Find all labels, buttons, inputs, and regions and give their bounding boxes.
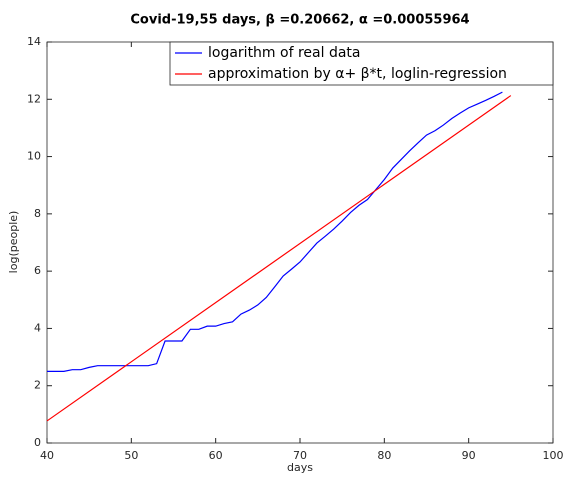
x-tick-label: 70	[293, 449, 307, 462]
x-axis-label: days	[287, 461, 313, 474]
y-tick-label: 12	[27, 92, 41, 105]
chart-title: Covid-19,55 days, β =0.20662, α =0.00055…	[130, 13, 469, 28]
x-tick-label: 80	[377, 449, 391, 462]
x-tick-label: 90	[462, 449, 476, 462]
data-line	[47, 91, 503, 372]
y-tick-label: 4	[34, 321, 41, 334]
x-tick-label: 100	[543, 449, 564, 462]
y-tick-label: 6	[34, 264, 41, 277]
plot-area	[46, 41, 554, 444]
x-tick-label: 40	[40, 449, 54, 462]
data-line	[46, 95, 512, 422]
x-tick-label: 60	[209, 449, 223, 462]
y-tick-label: 10	[27, 150, 41, 163]
y-tick-label: 0	[34, 436, 41, 449]
legend-box	[169, 41, 554, 86]
legend-label: approximation by α+ β*t, loglin-regressi…	[208, 66, 507, 82]
y-axis-label: log(people)	[7, 211, 20, 274]
y-tick-label: 2	[34, 379, 41, 392]
x-tick-label: 50	[124, 449, 138, 462]
y-tick-label: 8	[34, 207, 41, 220]
y-tick-label: 14	[27, 35, 41, 48]
legend-label: logarithm of real data	[208, 45, 360, 61]
